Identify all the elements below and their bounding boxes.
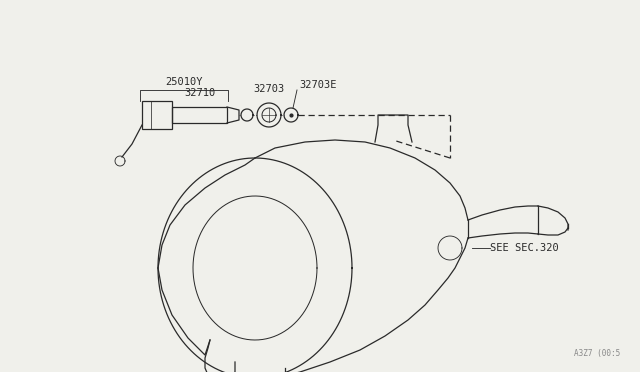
- Bar: [142, 101, 172, 129]
- Text: 32703E: 32703E: [299, 80, 337, 90]
- Text: 32710: 32710: [184, 88, 216, 98]
- Text: SEE SEC.320: SEE SEC.320: [490, 243, 559, 253]
- Text: 32703: 32703: [253, 84, 285, 94]
- Text: 25010Y: 25010Y: [165, 77, 203, 87]
- Text: A3Z7 (00:5: A3Z7 (00:5: [573, 349, 620, 358]
- Bar: [172, 107, 227, 123]
